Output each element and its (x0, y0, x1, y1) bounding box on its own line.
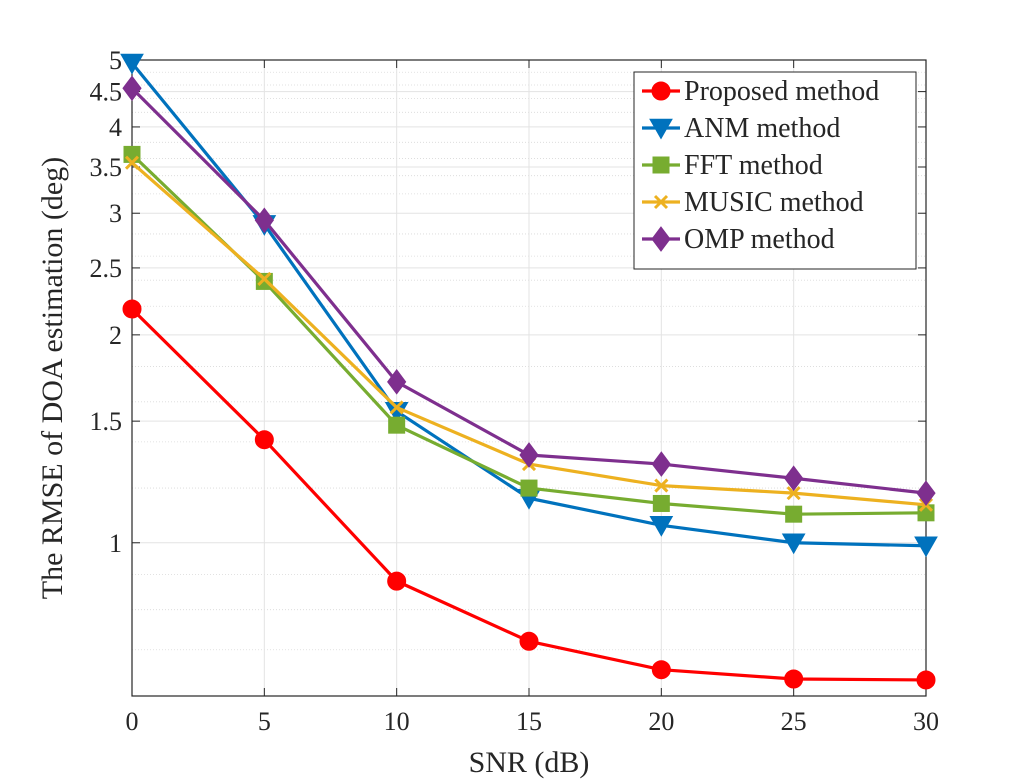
legend-entry-anm-method: ANM method (642, 113, 840, 144)
legend-label: Proposed method (684, 76, 879, 107)
y-tick-label: 5 (109, 46, 122, 75)
data-point-anm-method (914, 536, 938, 558)
data-point-music-method (124, 155, 140, 170)
y-tick-label: 3.5 (90, 153, 123, 182)
data-point-proposed-method (784, 669, 804, 689)
x-marker-stroke (257, 271, 272, 286)
data-point-omp-method (651, 451, 671, 477)
legend: Proposed method ANM method FFT method MUSIC… (633, 71, 917, 270)
data-point-proposed-method (916, 670, 936, 690)
series-omp-method (122, 75, 936, 506)
legend-marker (651, 226, 671, 252)
x-tick-label: 15 (516, 707, 542, 736)
data-point-fft-method (785, 505, 803, 523)
data-point-anm-method (649, 515, 674, 537)
x-tick-label: 10 (384, 707, 410, 736)
x-axis-label: SNR (dB) (469, 746, 590, 779)
data-point-omp-method (784, 465, 804, 492)
legend-box (633, 71, 917, 270)
data-point-fft-method (652, 494, 670, 512)
data-point-proposed-method (651, 660, 671, 680)
y-tick-label: 1.5 (90, 407, 123, 436)
data-series (120, 53, 938, 690)
y-tick-label: 4 (109, 113, 122, 142)
data-point-music-method (257, 271, 272, 286)
legend-entry-music-method: MUSIC method (642, 187, 864, 218)
data-point-proposed-method (254, 430, 274, 450)
data-point-anm-method (120, 53, 144, 75)
legend-label: FFT method (684, 150, 823, 181)
legend-marker (649, 118, 673, 140)
x-marker-stroke (389, 400, 404, 415)
legend-label: MUSIC method (684, 187, 864, 218)
legend-label: ANM method (684, 113, 840, 144)
x-marker-stroke (654, 478, 669, 493)
data-point-fft-method (917, 504, 935, 522)
y-tick-label: 2.5 (90, 254, 123, 283)
data-point-omp-method (122, 75, 142, 102)
data-point-music-method (786, 486, 801, 501)
data-point-proposed-method (519, 631, 539, 651)
x-marker-stroke (786, 486, 801, 501)
y-tick-label: 4.5 (90, 78, 123, 107)
data-point-omp-method (254, 207, 274, 234)
data-point-anm-method (781, 533, 806, 555)
data-point-omp-method (387, 369, 407, 395)
x-tick-label: 25 (781, 707, 807, 736)
y-axis-label: The RMSE of DOA estimation (deg) (36, 157, 69, 599)
legend-marker (651, 81, 671, 101)
legend-entry-proposed-method: Proposed method (642, 76, 879, 107)
x-tick-label: 0 (126, 707, 139, 736)
legend-entry-omp-method: OMP method (642, 224, 835, 255)
data-point-proposed-method (122, 299, 142, 319)
axis-ticks: 1 1.5 2 2.5 3 3.5 4 4.5 5 0 5 10 15 20 25 30 (90, 46, 940, 736)
y-tick-label: 1 (109, 529, 122, 558)
data-point-music-method (654, 478, 669, 493)
series-proposed-method (122, 299, 936, 690)
legend-entry-fft-method: FFT method (642, 150, 823, 181)
x-tick-label: 20 (648, 707, 674, 736)
data-point-music-method (389, 400, 404, 415)
data-point-proposed-method (387, 571, 407, 591)
x-tick-label: 5 (258, 707, 271, 736)
legend-marker (652, 156, 670, 174)
data-point-fft-method (123, 145, 141, 163)
x-marker-stroke (124, 155, 140, 170)
legend-label: OMP method (684, 224, 835, 255)
data-point-fft-method (520, 479, 538, 497)
data-point-omp-method (519, 442, 539, 468)
legend-marker (653, 194, 669, 210)
data-point-fft-method (388, 416, 406, 434)
x-marker-stroke (653, 194, 669, 210)
x-tick-label: 30 (913, 707, 939, 736)
data-point-omp-method (916, 480, 936, 506)
y-tick-label: 2 (109, 321, 122, 350)
y-tick-label: 3 (109, 199, 122, 228)
